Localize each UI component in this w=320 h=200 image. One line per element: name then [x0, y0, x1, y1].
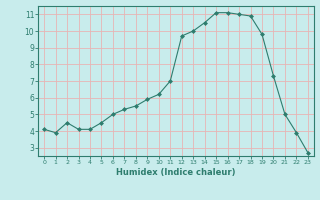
- X-axis label: Humidex (Indice chaleur): Humidex (Indice chaleur): [116, 168, 236, 177]
